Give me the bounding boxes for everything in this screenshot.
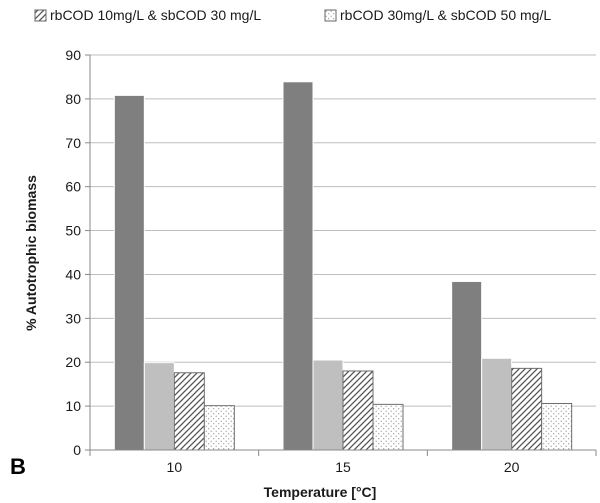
bar-series1-10	[113, 94, 145, 451]
y-tick-label-90: 90	[65, 47, 81, 63]
y-tick-label-40: 40	[65, 266, 81, 282]
axes	[89, 55, 597, 456]
legend-entry-hatched: rbCOD 10mg/L & sbCOD 30 mg/L	[34, 7, 261, 23]
y-tick-label-70: 70	[65, 135, 81, 151]
x-tick-label-20: 20	[504, 459, 520, 475]
bar-series3-15	[342, 370, 374, 451]
x-tick-label-15: 15	[335, 459, 351, 475]
y-axis-title: % Autotrophic biomass	[23, 175, 39, 331]
legend: rbCOD 10mg/L & sbCOD 30 mg/L rbCOD 30mg/…	[34, 7, 551, 23]
y-tick-label-60: 60	[65, 179, 81, 195]
x-tick-labels: 10 15 20	[167, 459, 520, 475]
bar-series1-15	[282, 81, 314, 451]
bar-series3-10	[173, 372, 205, 451]
y-tick-label-10: 10	[65, 398, 81, 414]
y-tick-label-30: 30	[65, 310, 81, 326]
y-tick-label-20: 20	[65, 354, 81, 370]
x-axis-title: Temperature [°C]	[264, 484, 377, 500]
legend-swatch-hatched	[34, 9, 47, 22]
bar-series2-15	[312, 359, 344, 451]
panel-label: B	[10, 454, 26, 479]
bars	[113, 81, 573, 451]
bar-series4-15	[372, 403, 404, 451]
legend-label-dotted: rbCOD 30mg/L & sbCOD 50 mg/L	[340, 7, 551, 23]
y-tick-label-80: 80	[65, 91, 81, 107]
bar-series4-10	[203, 405, 235, 451]
bar-series1-20	[451, 280, 483, 451]
y-tick-label-0: 0	[73, 442, 81, 458]
y-tick-labels: 0 10 20 30 40 50 60 70 80 90	[65, 47, 81, 458]
bar-series2-10	[143, 362, 175, 451]
legend-entry-dotted: rbCOD 30mg/L & sbCOD 50 mg/L	[324, 7, 551, 23]
bar-series4-20	[541, 402, 573, 451]
legend-swatch-dotted	[324, 9, 337, 22]
bar-series2-20	[481, 357, 513, 451]
x-tick-label-10: 10	[167, 459, 183, 475]
bar-series3-20	[511, 367, 543, 451]
legend-label-hatched: rbCOD 10mg/L & sbCOD 30 mg/L	[50, 7, 261, 23]
y-tick-label-50: 50	[65, 223, 81, 239]
